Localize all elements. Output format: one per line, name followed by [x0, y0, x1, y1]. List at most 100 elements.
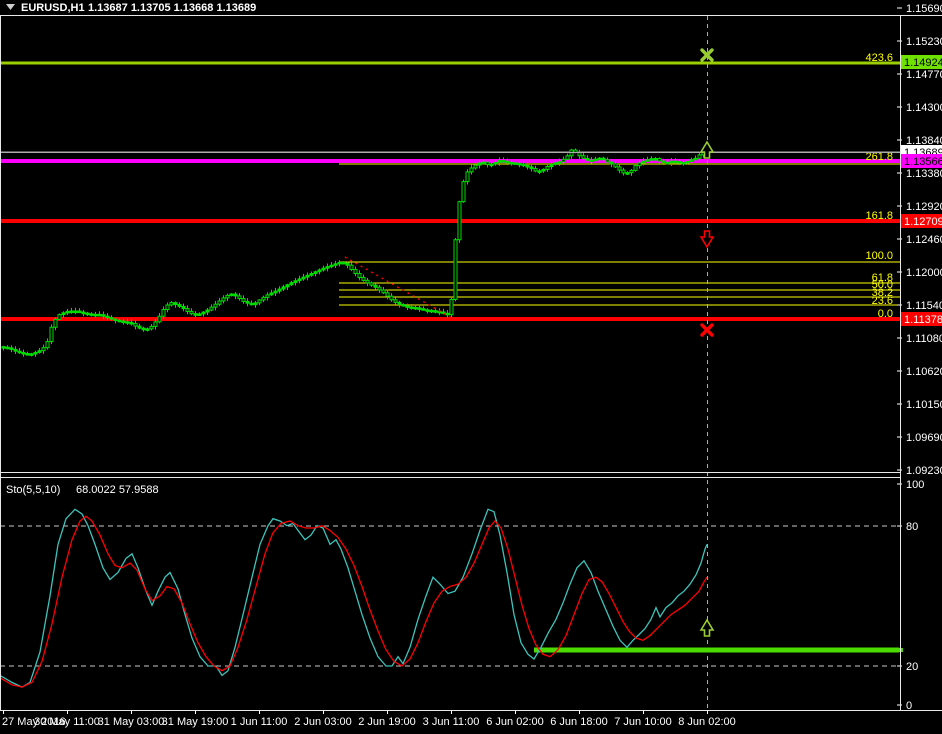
candle-body [129, 321, 134, 325]
candle-body [645, 159, 650, 162]
red-level-line-lower[interactable] [0, 317, 900, 321]
candle-body [621, 169, 626, 174]
arrow-up-icon[interactable] [699, 140, 715, 159]
stoch-signal-line [0, 515, 708, 688]
candle-body [1, 346, 6, 349]
price-tick-label: 1.15230 [906, 36, 942, 48]
symbol-period-label: EURUSD,H1 [21, 2, 85, 14]
price-badge-label: 1.14924 [904, 57, 942, 69]
candle-body [393, 299, 398, 303]
candle-body [53, 318, 58, 328]
fib-label-161.8: 161.8 [865, 210, 893, 222]
candle-body [237, 295, 242, 300]
stochastic-panel[interactable]: Sto(5,5,10) 68.0022 57.9588 [0, 484, 900, 688]
candle-body [385, 292, 390, 297]
candle-body [637, 162, 642, 167]
candle-body [65, 310, 70, 314]
candle-body [445, 312, 450, 316]
arrow-down-icon[interactable] [699, 230, 715, 249]
candle-body [361, 276, 366, 281]
candle-body [185, 308, 190, 312]
candle-body [241, 298, 246, 302]
candle-body [401, 303, 406, 307]
candle-body [489, 163, 494, 167]
candle-body [369, 282, 374, 286]
main-chart-plot[interactable]: 423.6 261.8 161.8 100.0 61.850.038.223.60.0 [0, 16, 900, 710]
candle-body [309, 273, 314, 276]
magenta-level-line[interactable] [0, 159, 900, 163]
candle-body [441, 311, 446, 315]
candle-body [97, 313, 102, 317]
candle-body [305, 274, 310, 278]
candle-body [333, 263, 338, 266]
price-tick-label: 1.09230 [906, 465, 942, 477]
candle-body [525, 164, 530, 168]
arrow-up-icon[interactable] [699, 618, 715, 637]
candle-body [365, 279, 370, 284]
candle-body [557, 161, 562, 164]
candle-body [649, 158, 654, 161]
fib-label-261.8: 261.8 [865, 151, 893, 163]
candle-body [293, 280, 298, 284]
descending-trend-dash-line[interactable] [344, 256, 453, 319]
time-label: 3 Jun 11:00 [423, 716, 480, 728]
candle-body [145, 328, 150, 331]
candle-body [301, 276, 306, 280]
candle-body [89, 313, 94, 316]
panel-frame [0, 15, 942, 711]
candle-body [697, 154, 702, 159]
price-badge-label: 1.11378 [904, 314, 942, 326]
candle-body [681, 161, 686, 165]
candle-body [133, 323, 138, 327]
candle-body [265, 294, 270, 298]
fibonacci-lines[interactable]: 423.6 261.8 161.8 100.0 61.850.038.223.60.0 [339, 52, 900, 320]
chart-overlays[interactable] [0, 16, 900, 710]
candle-body [81, 311, 86, 315]
candle-body [465, 171, 470, 183]
candle-body [509, 161, 514, 165]
candle-body [345, 262, 350, 266]
red-level-line-upper[interactable] [0, 219, 900, 223]
time-label: 1 Jun 11:00 [231, 716, 288, 728]
candle-body [285, 284, 290, 288]
candle-body [217, 300, 222, 305]
candle-body [545, 166, 550, 170]
signal-markers[interactable] [699, 48, 715, 637]
candle-body [481, 161, 486, 165]
candle-body [673, 160, 678, 164]
collapse-triangle-icon[interactable] [6, 4, 15, 10]
x-mark-icon[interactable] [700, 323, 714, 337]
candle-body [433, 310, 438, 313]
candle-body [417, 307, 422, 310]
candle-body [37, 350, 42, 353]
candle-body [197, 313, 202, 316]
stoch-tick-label: 20 [906, 661, 918, 673]
candle-body [69, 310, 74, 314]
candle-body [321, 267, 326, 271]
candle-body [9, 347, 14, 350]
candle-body [73, 310, 78, 314]
price-tick-label: 1.11080 [906, 333, 942, 345]
resistance-423[interactable] [0, 61, 900, 65]
stoch-green-support-line[interactable] [534, 647, 899, 653]
price-tick-label: 1.14300 [906, 102, 942, 114]
candle-body [533, 168, 538, 172]
price-badge [901, 154, 942, 168]
price-badge-label: 1.13566 [904, 156, 942, 168]
price-axis[interactable]: 1.15690 1.15230 1.14770 1.14300 1.13840 1.133… [897, 3, 942, 477]
candle-body [277, 288, 282, 292]
fib-label-23.6: 23.6 [872, 295, 893, 307]
time-label: 31 May 03:00 [98, 716, 165, 728]
stoch-values-label: 68.0022 57.9588 [76, 484, 159, 496]
time-label: 8 Jun 02:00 [678, 716, 736, 728]
fib-label-0.0: 0.0 [878, 308, 893, 320]
candle-body [325, 266, 330, 269]
x-mark-icon[interactable] [700, 48, 714, 62]
candle-body [685, 161, 690, 164]
candle-body [493, 161, 498, 165]
candle-body [341, 261, 346, 265]
candle-body [389, 295, 394, 301]
price-tick-label: 1.14770 [906, 69, 942, 81]
candle-body [273, 290, 278, 294]
